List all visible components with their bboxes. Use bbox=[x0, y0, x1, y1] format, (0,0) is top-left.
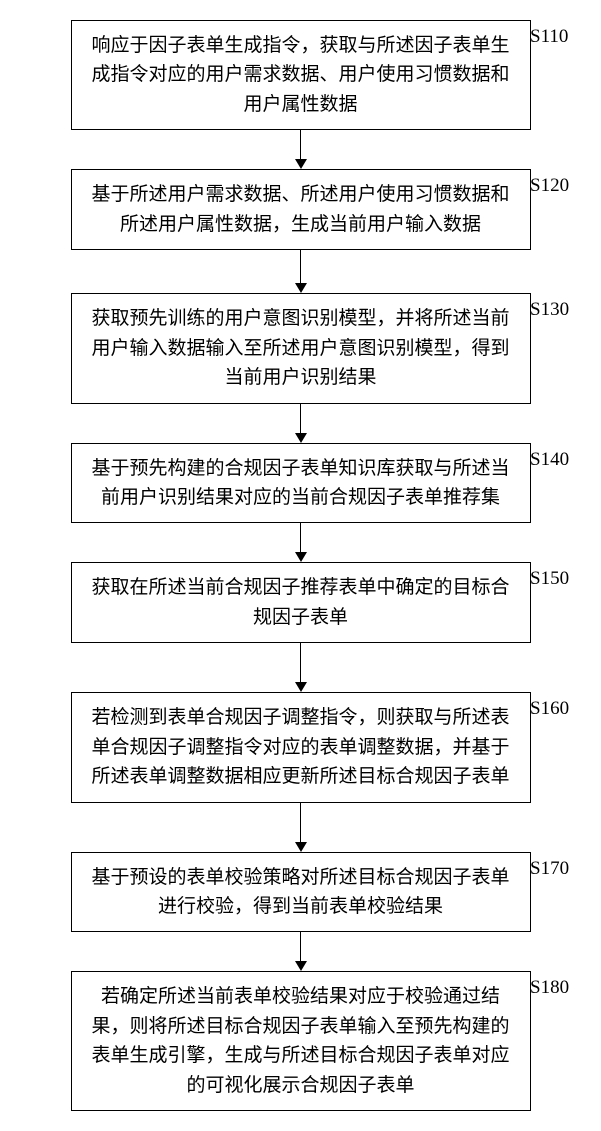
step-row-S140: 基于预先构建的合规因子表单知识库获取与所述当前用户识别结果对应的当前合规因子表单… bbox=[10, 443, 591, 524]
arrow-line bbox=[300, 932, 301, 962]
arrow-head-icon bbox=[295, 682, 307, 692]
step-row-S110: 响应于因子表单生成指令，获取与所述因子表单生成指令对应的用户需求数据、用户使用习… bbox=[10, 20, 591, 130]
arrow-line bbox=[300, 130, 301, 160]
step-row-S130: 获取预先训练的用户意图识别模型，并将所述当前用户输入数据输入至所述用户意图识别模… bbox=[10, 293, 591, 403]
step-row-S160: 若检测到表单合规因子调整指令，则获取与所述表单合规因子调整指令对应的表单调整数据… bbox=[10, 692, 591, 802]
flow-node-S180: 若确定所述当前表单校验结果对应于校验通过结果，则将所述目标合规因子表单输入至预先… bbox=[71, 971, 531, 1111]
flow-node-S130: 获取预先训练的用户意图识别模型，并将所述当前用户输入数据输入至所述用户意图识别模… bbox=[71, 293, 531, 403]
arrow-after-S170 bbox=[295, 932, 307, 971]
arrow-after-S120 bbox=[295, 250, 307, 293]
step-label-S170: S170 bbox=[530, 858, 569, 880]
arrow-line bbox=[300, 803, 301, 843]
arrow-head-icon bbox=[295, 283, 307, 293]
arrow-after-S110 bbox=[295, 130, 307, 169]
step-label-S110: S110 bbox=[530, 26, 568, 48]
arrow-head-icon bbox=[295, 433, 307, 443]
arrow-head-icon bbox=[295, 961, 307, 971]
arrow-line bbox=[300, 643, 301, 683]
flow-node-S110: 响应于因子表单生成指令，获取与所述因子表单生成指令对应的用户需求数据、用户使用习… bbox=[71, 20, 531, 130]
arrow-line bbox=[300, 250, 301, 284]
arrow-line bbox=[300, 404, 301, 434]
step-label-S120: S120 bbox=[530, 175, 569, 197]
arrow-after-S130 bbox=[295, 404, 307, 443]
flow-node-S140: 基于预先构建的合规因子表单知识库获取与所述当前用户识别结果对应的当前合规因子表单… bbox=[71, 443, 531, 524]
step-label-S140: S140 bbox=[530, 449, 569, 471]
step-label-S150: S150 bbox=[530, 568, 569, 590]
step-row-S180: 若确定所述当前表单校验结果对应于校验通过结果，则将所述目标合规因子表单输入至预先… bbox=[10, 971, 591, 1111]
step-label-S160: S160 bbox=[530, 698, 569, 720]
arrow-head-icon bbox=[295, 159, 307, 169]
step-row-S120: 基于所述用户需求数据、所述用户使用习惯数据和所述用户属性数据，生成当前用户输入数… bbox=[10, 169, 591, 250]
step-label-S130: S130 bbox=[530, 299, 569, 321]
flow-node-S120: 基于所述用户需求数据、所述用户使用习惯数据和所述用户属性数据，生成当前用户输入数… bbox=[71, 169, 531, 250]
step-row-S170: 基于预设的表单校验策略对所述目标合规因子表单进行校验，得到当前表单校验结果S17… bbox=[10, 852, 591, 933]
arrow-line bbox=[300, 523, 301, 553]
arrow-after-S150 bbox=[295, 643, 307, 692]
flowchart-container: 响应于因子表单生成指令，获取与所述因子表单生成指令对应的用户需求数据、用户使用习… bbox=[0, 0, 601, 1131]
arrow-after-S140 bbox=[295, 523, 307, 562]
arrow-after-S160 bbox=[295, 803, 307, 852]
step-row-S150: 获取在所述当前合规因子推荐表单中确定的目标合规因子表单S150 bbox=[10, 562, 591, 643]
arrow-head-icon bbox=[295, 842, 307, 852]
flow-node-S150: 获取在所述当前合规因子推荐表单中确定的目标合规因子表单 bbox=[71, 562, 531, 643]
step-label-S180: S180 bbox=[530, 977, 569, 999]
flow-node-S160: 若检测到表单合规因子调整指令，则获取与所述表单合规因子调整指令对应的表单调整数据… bbox=[71, 692, 531, 802]
flow-node-S170: 基于预设的表单校验策略对所述目标合规因子表单进行校验，得到当前表单校验结果 bbox=[71, 852, 531, 933]
arrow-head-icon bbox=[295, 552, 307, 562]
